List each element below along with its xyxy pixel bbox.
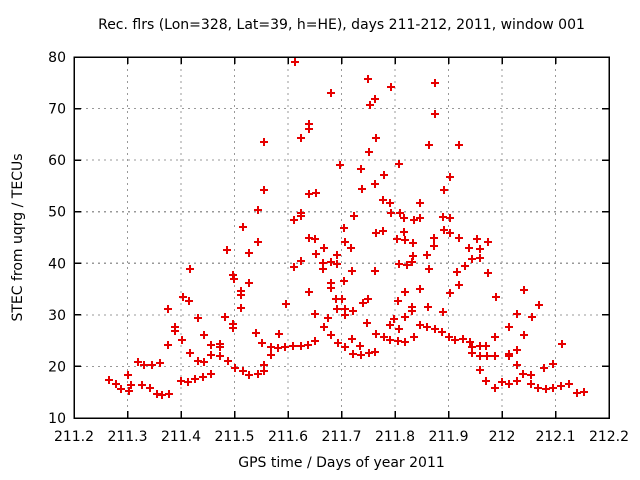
grid-lines <box>74 57 609 418</box>
y-tick-label: 70 <box>48 102 66 118</box>
y-tick-label: 30 <box>48 308 66 324</box>
y-tick-label: 10 <box>48 411 66 427</box>
chart-title: Rec. flrs (Lon=328, Lat=39, h=HE), days … <box>98 17 585 33</box>
y-tick-label: 20 <box>48 359 66 375</box>
y-axis-label: STEC from uqrg / TECUs <box>10 153 26 321</box>
x-tick-label: 211.4 <box>161 429 201 445</box>
x-tick-label: 212.2 <box>589 429 629 445</box>
x-tick-label: 211.7 <box>321 429 361 445</box>
x-tick-labels: 211.2 211.3 211.4 211.5 211.6 211.7 211.8 211.9… <box>54 429 629 445</box>
x-tick-label: 211.3 <box>107 429 147 445</box>
scatter-points <box>105 58 588 399</box>
x-tick-label: 212 <box>489 429 516 445</box>
x-tick-label: 212.1 <box>535 429 575 445</box>
y-tick-label: 80 <box>48 50 66 66</box>
y-tick-labels: 10 20 30 40 50 60 70 80 <box>48 50 66 427</box>
x-tick-label: 211.8 <box>375 429 415 445</box>
x-tick-label: 211.5 <box>214 429 254 445</box>
data-points <box>105 58 588 399</box>
x-axis-label: GPS time / Days of year 2011 <box>238 455 445 471</box>
y-tick-label: 50 <box>48 205 66 221</box>
x-tick-label: 211.9 <box>428 429 468 445</box>
axis-ticks <box>73 56 610 419</box>
y-tick-label: 40 <box>48 256 66 272</box>
y-tick-label: 60 <box>48 153 66 169</box>
x-tick-label: 211.2 <box>54 429 94 445</box>
x-tick-label: 211.6 <box>268 429 308 445</box>
